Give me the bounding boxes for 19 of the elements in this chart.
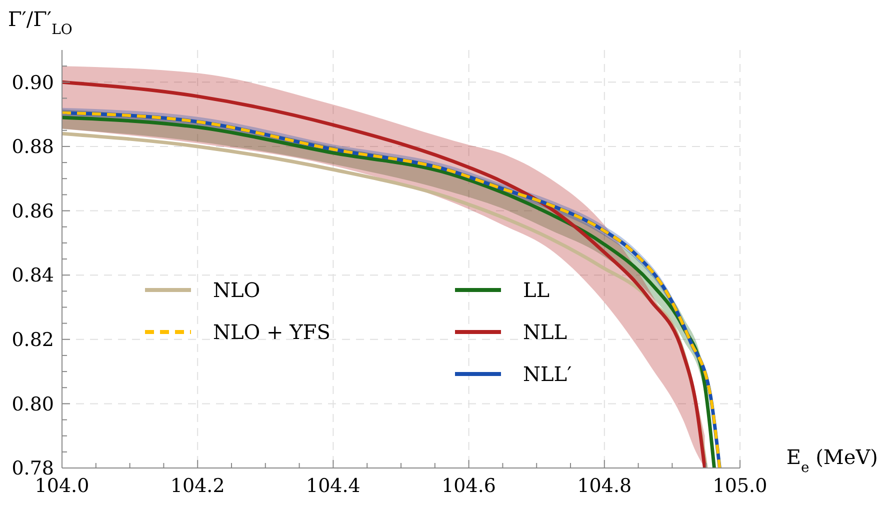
x-tick-label: 104.0 [34, 475, 90, 497]
x-tick-label: 104.8 [577, 475, 632, 497]
legend-label: NLO [213, 278, 260, 302]
y-tick-label: 0.80 [12, 393, 54, 416]
legend-label: NLO + YFS [213, 320, 330, 344]
x-tick-label: 104.6 [442, 475, 496, 497]
legend-label: NLL′ [523, 362, 572, 386]
y-axis-title: Γ′/Γ′$_{LO}$ [8, 7, 72, 38]
y-tick-label: 0.86 [12, 200, 54, 222]
legend-label: NLL [523, 320, 568, 344]
x-axis-title: E$_{e}$ (MeV) [786, 445, 878, 476]
y-tick-label: 0.90 [12, 72, 54, 94]
x-tick-label: 104.2 [170, 475, 225, 497]
x-tick-label: 105.0 [712, 475, 768, 497]
y-tick-label: 0.82 [12, 329, 54, 352]
x-tick-label: 104.4 [306, 475, 360, 497]
legend-label: LL [523, 278, 550, 302]
y-tick-label: 0.84 [12, 264, 54, 287]
y-tick-label: 0.88 [12, 136, 54, 158]
